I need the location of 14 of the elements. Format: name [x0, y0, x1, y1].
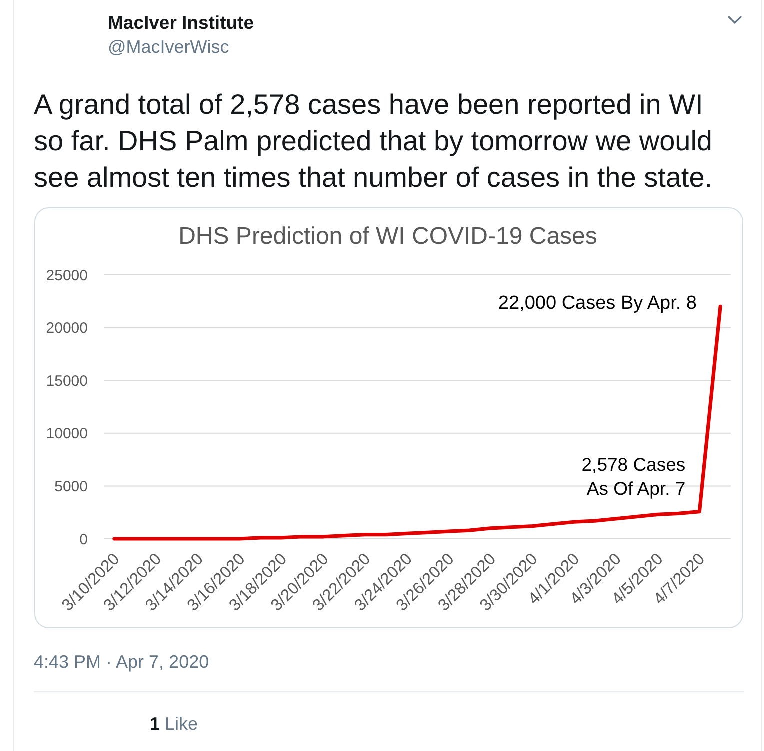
- annotation: 2,578 Cases As Of Apr. 7: [582, 454, 686, 499]
- y-tick-label: 0: [80, 531, 88, 548]
- text: @MacIverWisc: [108, 37, 230, 57]
- y-tick-label: 5000: [54, 478, 88, 496]
- text: A grand total of 2,578 cases have been reported in WI so far. DHS Palm predicted that by tomorrow we would see almost ten times that number of cases in the state.: [34, 89, 713, 193]
- annotation: 22,000 Cases By Apr. 8: [498, 293, 697, 314]
- y-tick-label: 10000: [46, 426, 88, 443]
- y-tick-label: 25000: [46, 267, 88, 284]
- text: MacIver Institute: [108, 12, 254, 33]
- chart-title: DHS Prediction of WI COVID-19 Cases: [178, 223, 598, 250]
- y-tick-label: 15000: [46, 372, 88, 390]
- text: 1 Like: [150, 714, 198, 734]
- y-tick-label: 20000: [46, 320, 88, 338]
- text: 4:43 PM · Apr 7, 2020: [34, 652, 210, 672]
